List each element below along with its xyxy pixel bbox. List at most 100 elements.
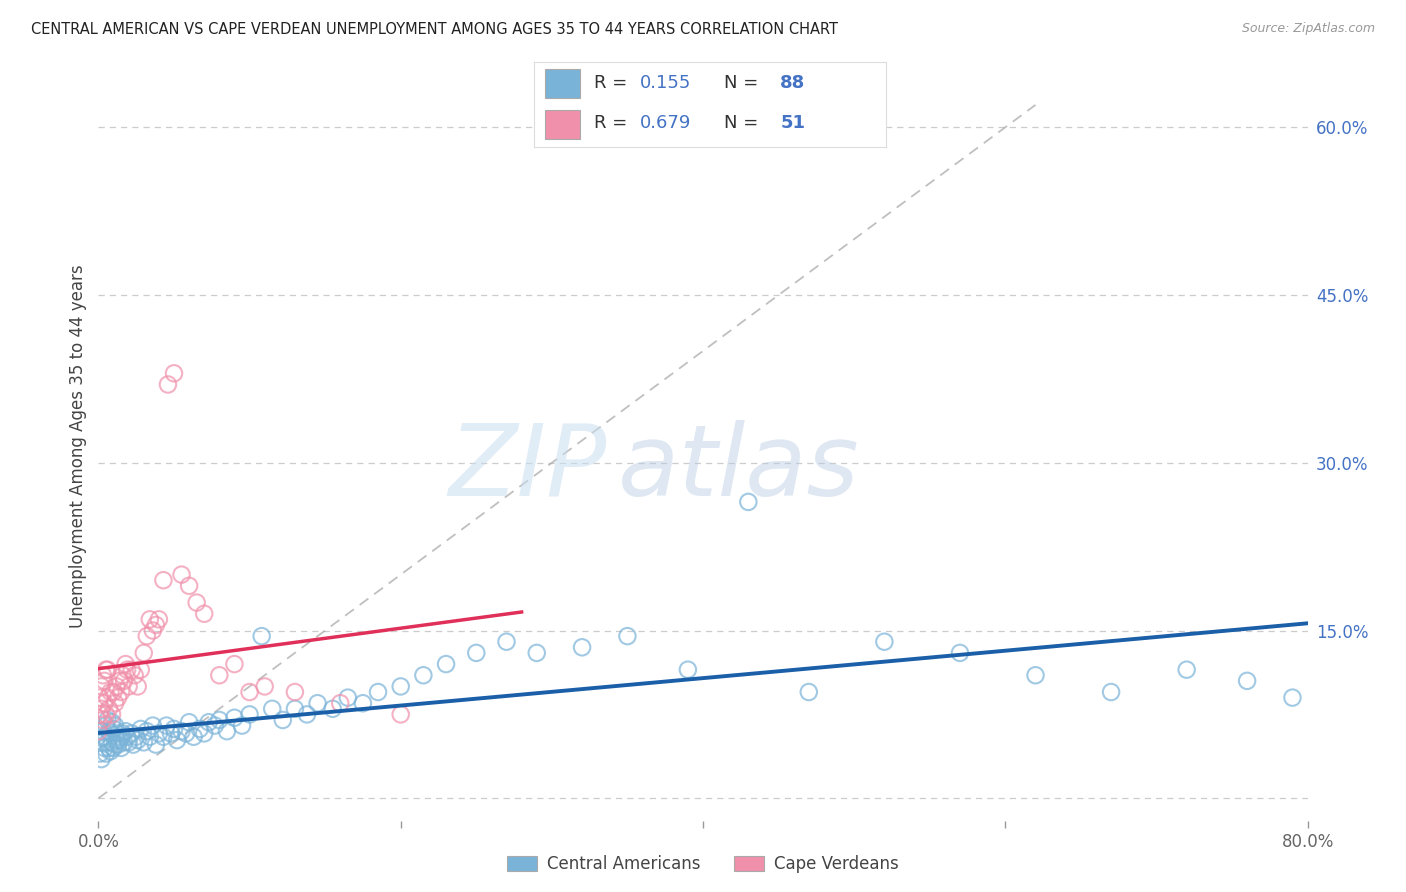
Point: [179, 579, 201, 593]
Point: [465, 646, 488, 660]
Point: [155, 718, 177, 732]
Point: [93, 673, 115, 688]
Point: [110, 741, 132, 756]
Bar: [544, 70, 579, 98]
Point: [336, 690, 359, 705]
Point: [103, 741, 125, 756]
Text: Source: ZipAtlas.com: Source: ZipAtlas.com: [1241, 22, 1375, 36]
Point: [104, 718, 127, 732]
Point: [239, 685, 262, 699]
Text: R =: R =: [593, 114, 633, 132]
Point: [90, 752, 112, 766]
Point: [188, 722, 211, 736]
Point: [284, 702, 307, 716]
Point: [115, 663, 138, 677]
Point: [329, 696, 352, 710]
Point: [121, 663, 143, 677]
Point: [104, 696, 127, 710]
Point: [389, 707, 412, 722]
Point: [163, 367, 186, 381]
Point: [114, 657, 136, 671]
Point: [108, 733, 131, 747]
Point: [110, 685, 132, 699]
Point: [125, 730, 148, 744]
Point: [124, 668, 146, 682]
Point: [122, 738, 145, 752]
Point: [94, 718, 117, 732]
Point: [250, 629, 273, 643]
Point: [107, 726, 129, 740]
Point: [87, 724, 110, 739]
Point: [163, 722, 186, 736]
Point: [142, 718, 165, 732]
Point: [295, 707, 318, 722]
Point: [197, 715, 219, 730]
Point: [105, 733, 128, 747]
Point: [367, 685, 389, 699]
Point: [100, 726, 122, 740]
Point: [111, 668, 134, 682]
Point: [389, 680, 412, 694]
Point: [91, 668, 114, 682]
Point: [166, 733, 188, 747]
Point: [89, 690, 111, 705]
Point: [1281, 690, 1303, 705]
Point: [96, 663, 118, 677]
Point: [101, 707, 124, 722]
Point: [152, 573, 174, 587]
Point: [94, 707, 117, 722]
Point: [183, 730, 205, 744]
Point: [91, 724, 114, 739]
Point: [132, 735, 155, 749]
Point: [284, 685, 307, 699]
Point: [186, 596, 208, 610]
Point: [107, 690, 129, 705]
Point: [96, 713, 118, 727]
Point: [112, 735, 135, 749]
Point: [107, 738, 129, 752]
Point: [118, 680, 141, 694]
Point: [495, 634, 517, 648]
Point: [129, 722, 152, 736]
Point: [127, 680, 149, 694]
Point: [262, 702, 284, 716]
Point: [105, 680, 128, 694]
Point: [96, 735, 118, 749]
Point: [101, 735, 124, 749]
Point: [676, 663, 699, 677]
Point: [139, 612, 162, 626]
Point: [98, 724, 121, 739]
Point: [104, 738, 127, 752]
Legend: Central Americans, Cape Verdeans: Central Americans, Cape Verdeans: [501, 848, 905, 880]
Point: [271, 713, 294, 727]
Point: [571, 640, 593, 655]
Point: [239, 707, 262, 722]
Point: [352, 696, 374, 710]
Point: [208, 713, 231, 727]
Point: [152, 730, 174, 744]
Point: [103, 685, 125, 699]
Y-axis label: Unemployment Among Ages 35 to 44 years: Unemployment Among Ages 35 to 44 years: [69, 264, 87, 628]
Point: [132, 646, 155, 660]
Point: [231, 718, 253, 732]
Point: [737, 495, 759, 509]
Point: [103, 722, 125, 736]
Point: [148, 612, 170, 626]
Point: [98, 741, 121, 756]
Point: [434, 657, 457, 671]
Text: 88: 88: [780, 74, 806, 92]
Point: [100, 685, 122, 699]
Text: atlas: atlas: [619, 420, 860, 517]
Text: 0.679: 0.679: [640, 114, 692, 132]
Point: [101, 715, 124, 730]
Text: N =: N =: [724, 114, 763, 132]
Point: [224, 657, 246, 671]
Text: N =: N =: [724, 74, 763, 92]
Point: [98, 702, 121, 716]
Point: [115, 730, 138, 744]
Point: [174, 726, 197, 740]
Point: [135, 629, 157, 643]
Point: [526, 646, 548, 660]
Point: [127, 733, 149, 747]
Point: [253, 680, 276, 694]
